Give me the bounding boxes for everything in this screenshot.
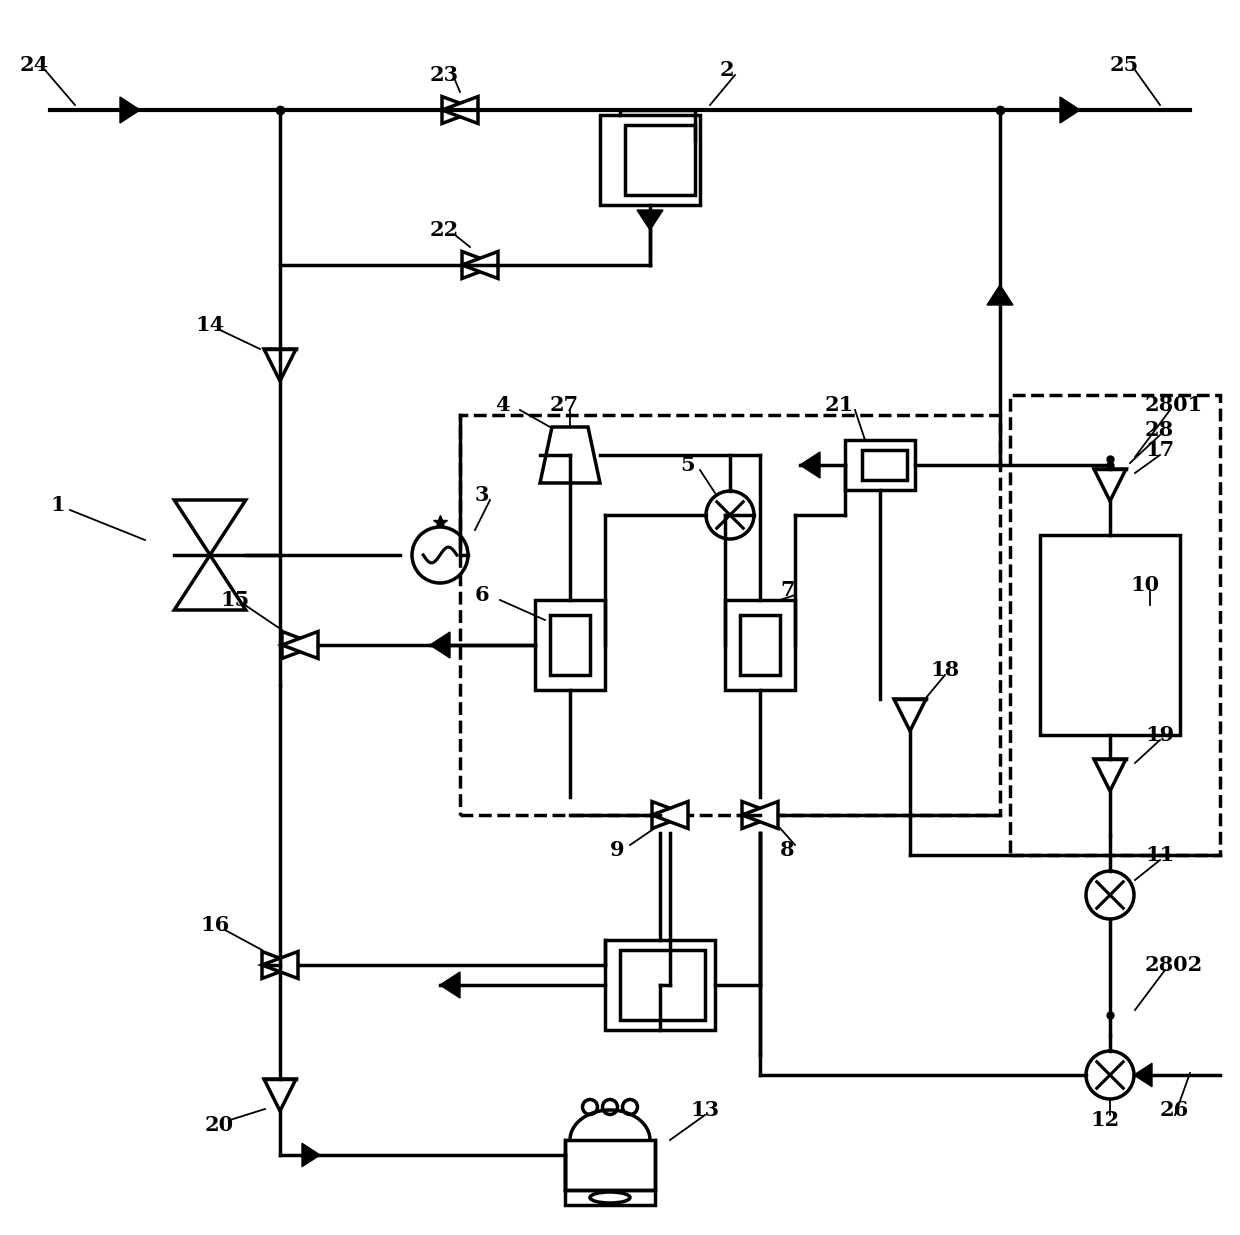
Text: 12: 12 [1090, 1110, 1120, 1130]
Polygon shape [120, 98, 140, 124]
Text: 1: 1 [50, 495, 64, 515]
Text: 5: 5 [680, 454, 694, 475]
Text: 2801: 2801 [1145, 395, 1203, 415]
Text: 19: 19 [1145, 725, 1174, 745]
Text: 27: 27 [551, 395, 579, 415]
Polygon shape [281, 631, 317, 658]
Text: 20: 20 [205, 1115, 234, 1135]
Text: 10: 10 [1130, 576, 1159, 595]
Text: 8: 8 [780, 840, 795, 860]
Text: 13: 13 [689, 1100, 719, 1120]
Polygon shape [894, 699, 926, 731]
Bar [844, 440, 915, 490]
Bar [862, 450, 906, 480]
Bar [605, 940, 715, 1030]
Text: 16: 16 [200, 915, 229, 935]
Text: 2802: 2802 [1145, 955, 1203, 974]
Polygon shape [264, 1079, 296, 1112]
Polygon shape [987, 285, 1013, 305]
Bar [725, 600, 795, 690]
Text: 24: 24 [20, 56, 50, 75]
Polygon shape [652, 802, 688, 829]
Polygon shape [742, 802, 777, 829]
Polygon shape [440, 972, 460, 998]
Text: 6: 6 [475, 585, 490, 605]
Bar [551, 615, 590, 676]
Bar [1040, 535, 1180, 735]
Polygon shape [281, 631, 317, 658]
Polygon shape [800, 452, 820, 478]
Polygon shape [1135, 1063, 1152, 1087]
Polygon shape [262, 951, 298, 978]
Polygon shape [1094, 469, 1126, 501]
Text: 25: 25 [1110, 56, 1140, 75]
Text: 23: 23 [430, 65, 459, 85]
Text: 3: 3 [475, 485, 490, 505]
Bar [600, 115, 701, 205]
Text: 4: 4 [495, 395, 510, 415]
Polygon shape [463, 252, 498, 279]
Polygon shape [463, 252, 498, 279]
Bar [460, 415, 999, 815]
Polygon shape [652, 802, 688, 829]
Polygon shape [441, 96, 477, 124]
Text: 18: 18 [930, 659, 959, 680]
Bar [625, 125, 694, 195]
Polygon shape [430, 632, 450, 658]
Polygon shape [264, 350, 296, 382]
Bar [620, 950, 706, 1020]
Text: 14: 14 [195, 315, 224, 335]
Polygon shape [1094, 760, 1126, 790]
Polygon shape [742, 802, 777, 829]
Text: 11: 11 [1145, 845, 1174, 864]
Text: 15: 15 [219, 590, 249, 610]
Bar [565, 1140, 655, 1191]
Polygon shape [175, 555, 246, 610]
Text: 9: 9 [610, 840, 625, 860]
Polygon shape [175, 500, 246, 555]
Polygon shape [262, 951, 298, 978]
Polygon shape [539, 427, 600, 483]
Text: 22: 22 [430, 220, 459, 240]
Text: 26: 26 [1159, 1100, 1189, 1120]
Text: 21: 21 [825, 395, 854, 415]
Bar [1011, 395, 1220, 855]
Bar [740, 615, 780, 676]
Polygon shape [303, 1144, 320, 1167]
Text: 7: 7 [780, 580, 795, 600]
Polygon shape [637, 210, 663, 230]
Bar [534, 600, 605, 690]
Text: 28: 28 [1145, 420, 1174, 440]
Text: 17: 17 [1145, 440, 1174, 459]
Text: 2: 2 [720, 61, 734, 80]
Polygon shape [441, 96, 477, 124]
Polygon shape [1060, 98, 1080, 124]
Bar [565, 1191, 655, 1205]
